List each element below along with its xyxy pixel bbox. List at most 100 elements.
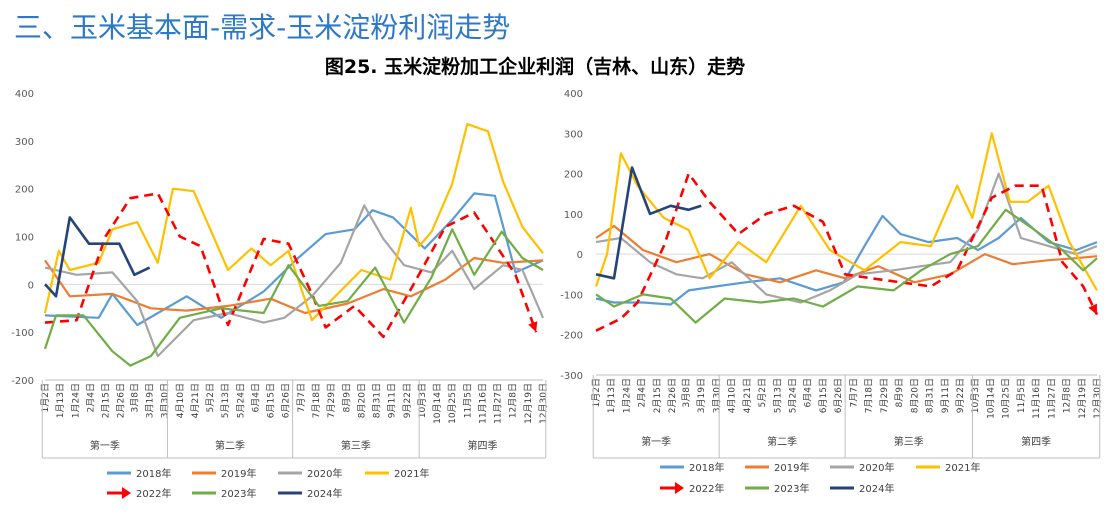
x-tick-label: 8月31日 — [925, 378, 936, 413]
x-tick-label: 12月19日 — [1077, 378, 1088, 419]
x-tick-label: 4月21日 — [190, 383, 201, 418]
x-tick-label: 9月11日 — [940, 378, 951, 413]
legend-label: 2018年 — [689, 461, 724, 474]
legend-label: 2023年 — [774, 482, 809, 495]
series-line-2024年 — [595, 166, 702, 280]
y-tick-label: 400 — [564, 89, 583, 100]
x-tick-label: 11月27日 — [493, 383, 504, 424]
y-tick-label: 300 — [15, 137, 34, 148]
x-tick-label: 7月18日 — [864, 378, 875, 413]
x-tick-label: 11月5日 — [1016, 378, 1027, 413]
legend-label: 2019年 — [774, 461, 809, 474]
series-line-2018年 — [44, 192, 544, 327]
x-tick-label: 9月11日 — [387, 383, 398, 418]
quarter-label: 第三季 — [341, 439, 371, 452]
x-tick-label: 1月2日 — [40, 383, 51, 412]
x-tick-label: 4月10日 — [727, 378, 738, 413]
x-tick-label: 3月19日 — [696, 378, 707, 413]
legend-label: 2023年 — [221, 487, 256, 500]
series-line-2021年 — [594, 132, 1098, 291]
x-tick-label: 11月16日 — [1031, 378, 1042, 419]
series-arrowhead — [528, 321, 538, 333]
x-tick-label: 6月15日 — [266, 383, 277, 418]
x-tick-label: 7月7日 — [296, 383, 307, 412]
y-tick-label: -300 — [560, 371, 583, 382]
chart-2: 400 300 200 100 0 -100 -200 -300 1月2日 1月13日 1月24日 2… — [560, 89, 1103, 495]
quarter-label: 第二季 — [215, 439, 245, 452]
x-tick-label: 5月24日 — [788, 378, 799, 413]
x-tick-label: 2月15日 — [652, 378, 663, 413]
x-tick-label: 6月4日 — [803, 378, 814, 407]
quarter-label: 第四季 — [467, 439, 497, 452]
y-tick-label: 0 — [577, 250, 583, 261]
x-tick-label: 3月19日 — [145, 383, 156, 418]
x-tick-label: 7月7日 — [848, 378, 859, 407]
x-tick-label: 11月27日 — [1046, 378, 1057, 419]
legend-label: 2021年 — [945, 461, 980, 474]
x-tick-label: 1月24日 — [621, 378, 632, 413]
y-tick-label: -100 — [11, 328, 34, 339]
x-tick-label: 6月26日 — [281, 383, 292, 418]
x-tick-label: 8月9日 — [894, 378, 905, 407]
section-title: 三、玉米基本面-需求-玉米淀粉利润走势 — [14, 11, 511, 44]
x-tick-label: 5月13日 — [772, 378, 783, 413]
x-tick-label: 10月3日 — [417, 383, 428, 418]
y-tick-label: 0 — [28, 280, 34, 291]
legend-label: 2018年 — [136, 467, 171, 480]
x-tick-label: 12月8日 — [1062, 378, 1073, 413]
legend-label: 2024年 — [307, 487, 342, 500]
x-tick-label: 10月25日 — [1001, 378, 1012, 419]
x-tick-label: 6月4日 — [250, 383, 261, 412]
series-line-2019年 — [44, 256, 544, 315]
x-tick-label: 2月26日 — [667, 378, 678, 413]
x-tick-label: 8月9日 — [341, 383, 352, 412]
series-line-2023年 — [595, 208, 1098, 324]
legend-label: 2024年 — [859, 482, 894, 495]
x-tick-label: 12月30日 — [1092, 378, 1103, 419]
x-tick-label: 4月21日 — [742, 378, 753, 413]
y-tick-label: 100 — [15, 233, 34, 244]
y-tick-label: 100 — [564, 210, 583, 221]
x-tick-label: 7月29日 — [326, 383, 337, 418]
legend-arrow-icon — [675, 482, 684, 494]
x-tick-label: 3月30日 — [160, 383, 171, 418]
x-tick-label: 3月8日 — [681, 378, 692, 407]
quarter-label: 第一季 — [641, 435, 671, 448]
quarter-label: 第三季 — [894, 435, 924, 448]
figure-title: 图25. 玉米淀粉加工企业利润（吉林、山东）走势 — [324, 56, 746, 78]
x-tick-label: 3月30日 — [711, 378, 722, 413]
series-line-2019年 — [595, 224, 1098, 284]
x-tick-label: 9月22日 — [402, 383, 413, 418]
series-line-2023年 — [43, 228, 544, 367]
y-tick-label: -200 — [560, 331, 583, 342]
y-tick-label: 200 — [564, 170, 583, 181]
x-tick-label: 11月16日 — [477, 383, 488, 424]
quarter-label: 第一季 — [90, 439, 120, 452]
series-line-2024年 — [44, 216, 151, 298]
legend-label: 2019年 — [221, 467, 256, 480]
x-tick-label: 3月8日 — [129, 383, 140, 412]
x-tick-label: 12月8日 — [508, 383, 519, 418]
legend-label: 2020年 — [859, 461, 894, 474]
y-tick-label: 200 — [15, 185, 34, 196]
x-tick-label: 6月26日 — [833, 378, 844, 413]
x-tick-label: 5月2日 — [205, 383, 216, 412]
series-line-2020年 — [595, 172, 1098, 304]
y-tick-label: -200 — [11, 376, 34, 387]
quarter-label: 第二季 — [767, 435, 797, 448]
series-line-2022年 — [595, 172, 1099, 332]
x-tick-label: 1月13日 — [55, 383, 66, 418]
x-tick-label: 12月19日 — [523, 383, 534, 424]
x-tick-label: 2月15日 — [101, 383, 112, 418]
y-tick-label: -100 — [560, 290, 583, 301]
x-tick-label: 8月20日 — [356, 383, 367, 418]
legend-label: 2022年 — [136, 487, 171, 500]
x-tick-label: 2月26日 — [116, 383, 127, 418]
x-tick-label: 4月10日 — [175, 383, 186, 418]
y-tick-label: 300 — [564, 129, 583, 140]
x-tick-label: 9月22日 — [955, 378, 966, 413]
x-tick-label: 10月3日 — [970, 378, 981, 413]
x-tick-label: 10月25日 — [447, 383, 458, 424]
x-tick-label: 1月2日 — [591, 378, 602, 407]
